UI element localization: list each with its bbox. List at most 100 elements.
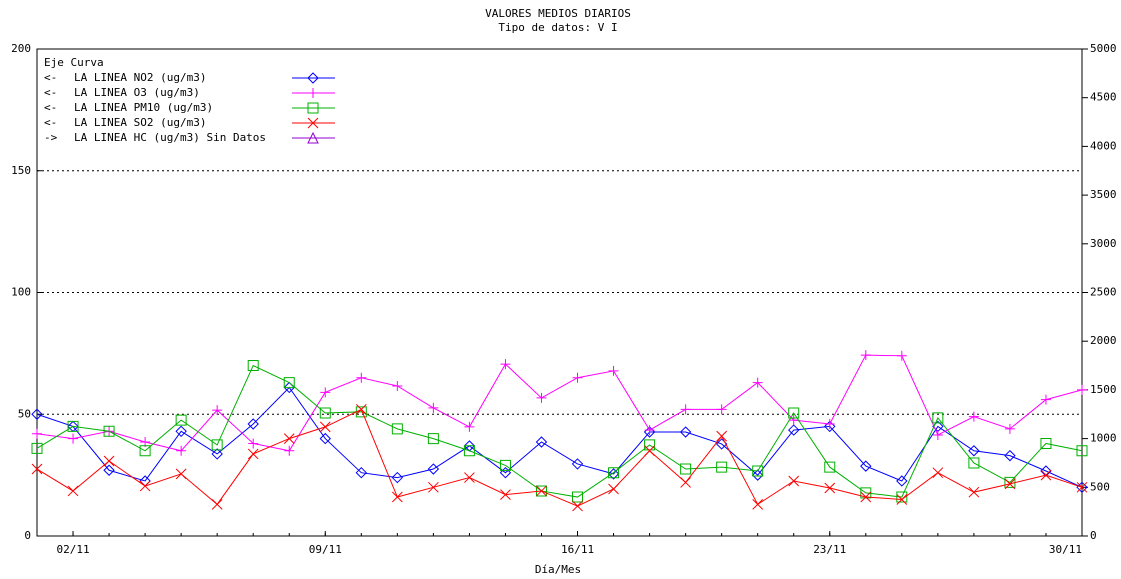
point	[175, 425, 187, 438]
legend-axis: ->	[44, 131, 58, 144]
point	[896, 475, 908, 487]
point	[32, 428, 42, 439]
point	[968, 486, 980, 498]
point	[860, 491, 872, 503]
point	[968, 445, 980, 457]
point	[788, 415, 799, 426]
point	[427, 433, 439, 445]
point	[319, 432, 331, 445]
point	[1040, 469, 1052, 481]
point	[428, 402, 439, 413]
point	[824, 482, 836, 494]
point	[1076, 445, 1088, 457]
point	[283, 433, 295, 444]
point	[499, 466, 512, 479]
point	[247, 448, 259, 460]
legend-title: Eje Curva	[44, 56, 104, 69]
point	[535, 485, 547, 497]
chart-subtitle: Tipo de datos: V I	[498, 21, 617, 34]
point	[788, 407, 800, 419]
series-line	[36, 386, 1083, 488]
point	[103, 464, 115, 476]
point	[500, 489, 511, 500]
point	[644, 425, 655, 436]
y-tick-label: 200	[11, 42, 31, 55]
point	[499, 459, 511, 471]
point	[1076, 481, 1088, 493]
legend-axis: <-	[44, 116, 57, 129]
legend-label: LA LINEA PM10 (ug/m3)	[74, 101, 213, 114]
point	[500, 359, 511, 370]
point	[932, 467, 944, 479]
point	[860, 460, 872, 472]
point	[679, 426, 692, 438]
point	[391, 471, 404, 484]
series-line	[36, 408, 1083, 507]
point	[31, 463, 43, 475]
point	[860, 350, 871, 361]
point	[788, 475, 800, 487]
point	[824, 461, 836, 473]
point	[67, 420, 79, 432]
point	[320, 387, 331, 398]
chart-title: VALORES MEDIOS DIARIOS	[485, 7, 631, 20]
x-tick-label: 09/11	[309, 543, 342, 556]
legend-label: LA LINEA NO2 (ug/m3)	[74, 71, 206, 84]
point	[932, 429, 943, 440]
point	[247, 360, 259, 372]
point	[1004, 449, 1016, 462]
x-tick-label: 23/11	[813, 543, 846, 556]
point	[175, 414, 187, 426]
point	[824, 418, 835, 429]
point	[752, 465, 764, 477]
point	[716, 404, 727, 415]
legend-axis: <-	[44, 86, 57, 99]
point	[751, 469, 764, 481]
legend-label: LA LINEA SO2 (ug/m3)	[74, 116, 206, 129]
point	[1004, 478, 1016, 490]
point	[139, 480, 151, 492]
legend-marker	[308, 88, 318, 98]
y2-tick-label: 0	[1090, 529, 1097, 542]
point	[536, 392, 547, 403]
point	[427, 463, 440, 475]
y2-tick-label: 5000	[1090, 42, 1117, 55]
point	[1076, 481, 1088, 494]
point	[716, 461, 728, 473]
x-axis-label: Día/Mes	[535, 563, 581, 576]
point	[391, 423, 403, 435]
y-tick-label: 50	[18, 407, 31, 420]
y2-tick-label: 3500	[1090, 188, 1117, 201]
point	[319, 421, 331, 433]
x-tick-label: 16/11	[561, 543, 594, 556]
point	[896, 494, 908, 505]
legend-marker	[307, 72, 319, 84]
y2-tick-label: 4500	[1090, 91, 1117, 104]
point	[1004, 476, 1016, 488]
point	[1040, 394, 1051, 405]
point	[31, 408, 43, 420]
y2-tick-label: 2500	[1090, 286, 1117, 299]
point	[464, 421, 475, 432]
y-tick-label: 150	[11, 164, 31, 177]
point	[572, 500, 583, 512]
point	[464, 472, 475, 483]
point	[463, 445, 475, 457]
point	[536, 485, 547, 497]
point	[608, 365, 619, 376]
point	[31, 442, 43, 454]
legend-axis: <-	[44, 71, 57, 84]
y-tick-label: 0	[24, 529, 31, 542]
y2-tick-label: 1000	[1090, 432, 1117, 445]
point	[608, 483, 619, 495]
point	[788, 424, 800, 436]
point	[572, 491, 584, 503]
point	[103, 425, 115, 437]
point	[896, 350, 907, 361]
point	[176, 445, 187, 456]
point	[139, 445, 151, 457]
series-line	[36, 354, 1083, 452]
point	[860, 487, 872, 499]
point	[356, 372, 367, 383]
point	[1004, 423, 1015, 434]
